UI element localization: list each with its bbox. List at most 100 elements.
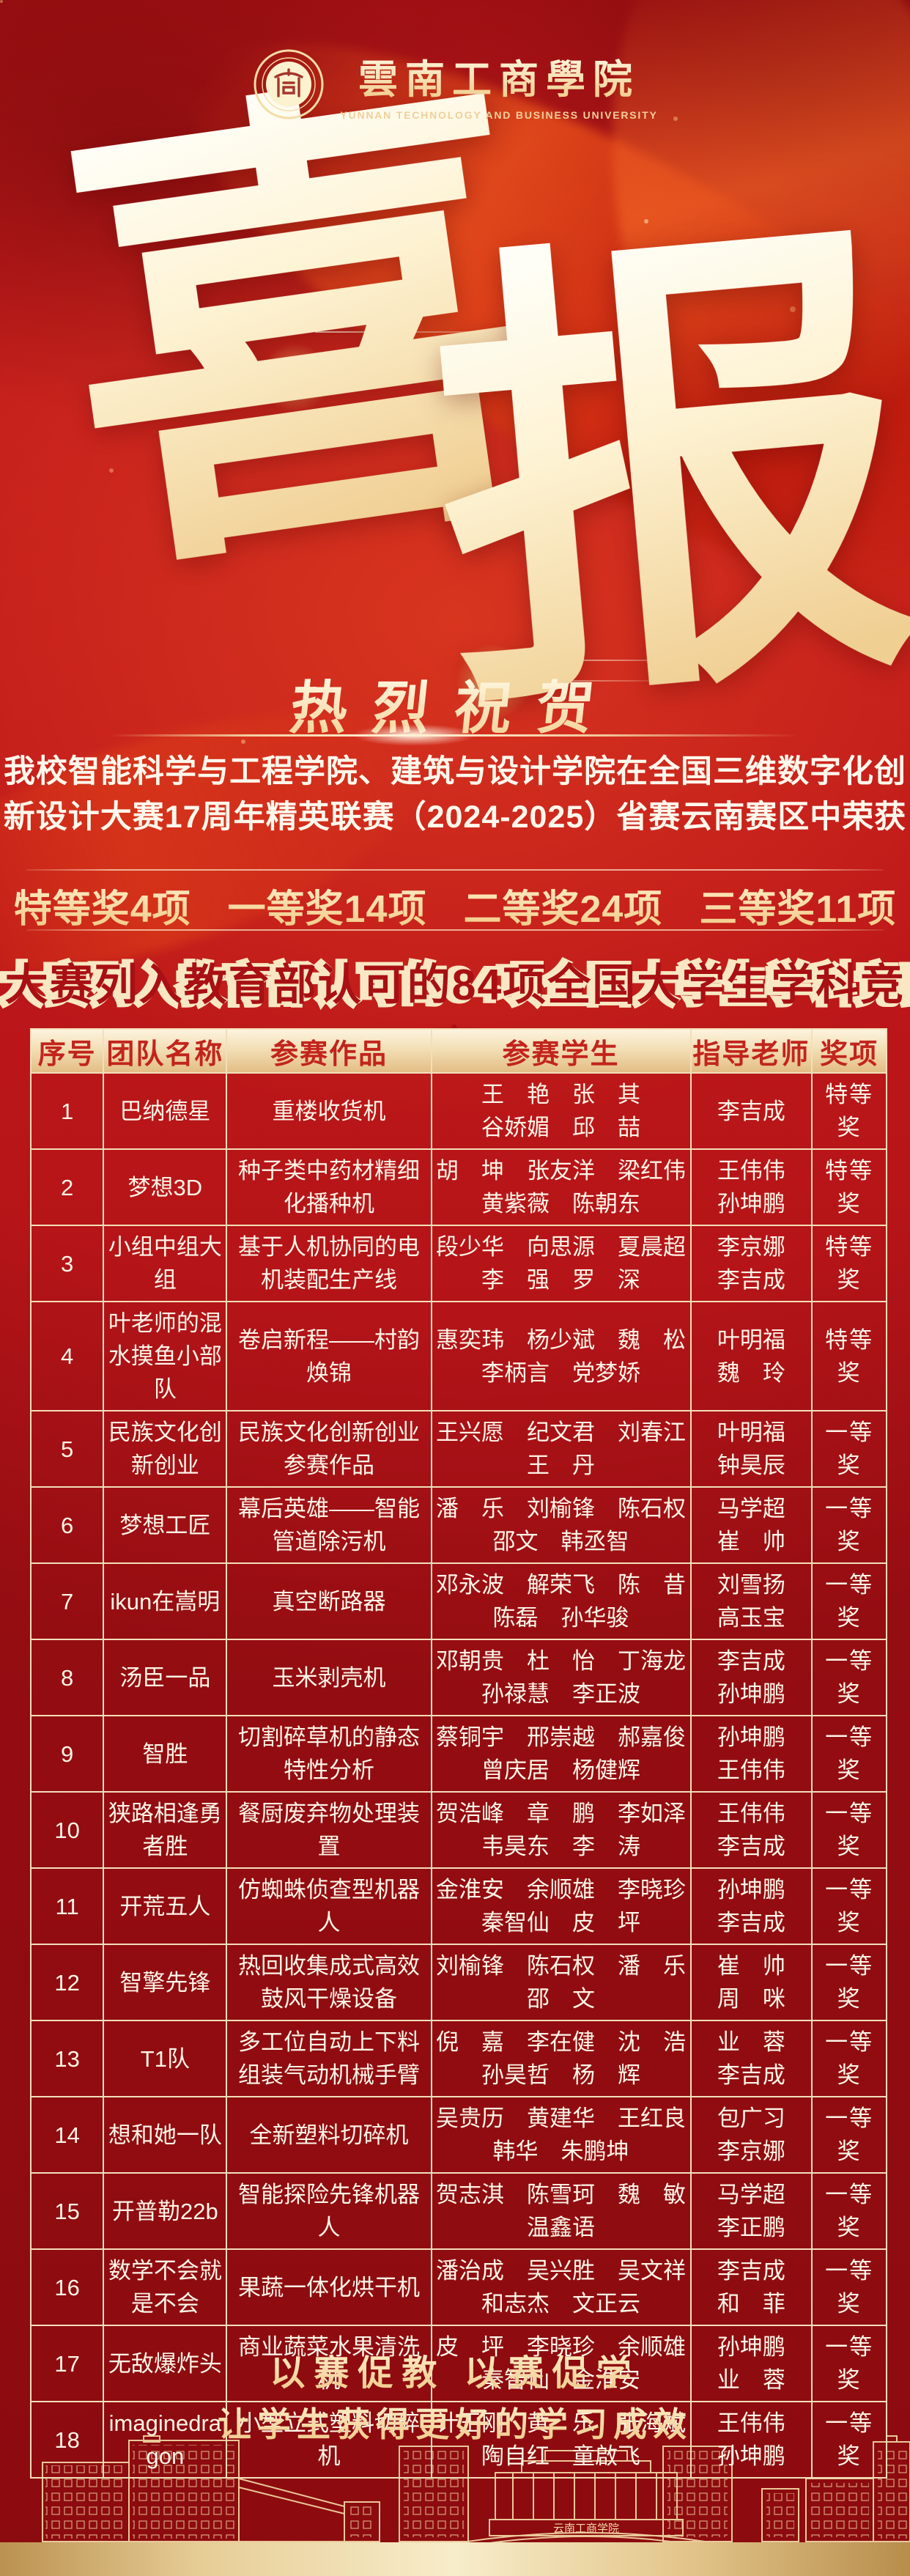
team-name: 小组中组大组 xyxy=(103,1225,228,1302)
award-level: 特等奖 xyxy=(811,1301,887,1411)
university-logo-icon xyxy=(254,49,324,119)
table-row: 8 汤臣一品 玉米剥壳机 邓朝贵 杜 怡 丁海龙 孙禄慧 李正波 李吉成 孙坤鹏 一等奖 xyxy=(29,1639,887,1716)
table-row: 15 开普勒22b 智能探险先锋机器人 贺志淇 陈雪珂 魏 敏温鑫语 马学超 李正鹏 一等奖 xyxy=(29,2172,887,2250)
team-name: ikun在嵩明 xyxy=(103,1562,228,1640)
award-level: 一等奖 xyxy=(811,1562,887,1640)
row-number: 5 xyxy=(29,1410,105,1488)
teachers-list: 马学超 李正鹏 xyxy=(689,2172,813,2250)
students-list: 邓永波 解荣飞 陈 昔陈磊 孙华骏 xyxy=(430,1562,692,1640)
row-number: 7 xyxy=(29,1562,105,1640)
row-number: 13 xyxy=(29,2020,105,2097)
col-header-students: 参赛学生 xyxy=(430,1028,692,1074)
hairline-bottom xyxy=(26,929,884,931)
work-title: 切割碎草机的静态特性分析 xyxy=(226,1715,432,1793)
students-list: 金淮安 余顺雄 李晓珍 秦智仙 皮 坪 xyxy=(430,1867,692,1945)
table-row: 1 巴纳德星 重楼收货机王 艳 张 其谷娇媚 邱 喆李吉成 特等奖 xyxy=(29,1072,887,1150)
students-list: 潘 乐 刘榆锋 陈石权 邵文 韩丞智 xyxy=(430,1486,692,1564)
gold-particles xyxy=(0,0,3,3)
work-title: 小型立式塑料切碎机 xyxy=(226,2401,432,2479)
work-title: 玉米剥壳机 xyxy=(226,1639,432,1716)
row-number: 4 xyxy=(29,1301,105,1411)
students-list: 王兴愿 纪文君 刘春江王 丹 xyxy=(430,1410,692,1488)
awards-summary: 特等奖4项 一等奖14项 二等奖24项 三等奖11项 xyxy=(0,878,910,933)
table-header-row: 序号 团队名称 参赛作品 参赛学生 指导老师 奖项 xyxy=(29,1028,887,1074)
students-list: 邓朝贵 杜 怡 丁海龙 孙禄慧 李正波 xyxy=(430,1639,692,1716)
row-number: 2 xyxy=(29,1148,105,1226)
hero-calligraphy-bao: 报 xyxy=(413,171,910,770)
campus-gate-sign: 云南工商学院 xyxy=(553,2522,619,2535)
results-table: 序号 团队名称 参赛作品 参赛学生 指导老师 奖项 1 巴纳德星 重楼收货机王 艳 … xyxy=(29,1028,887,2479)
team-name: T1队 xyxy=(103,2020,228,2097)
divider-line xyxy=(110,734,799,737)
team-name: 开荒五人 xyxy=(103,1867,228,1945)
results-table-head: 序号 团队名称 参赛作品 参赛学生 指导老师 奖项 xyxy=(29,1028,887,1074)
teachers-list: 李吉成 孙坤鹏 xyxy=(689,1639,813,1716)
intro-paragraph: 我校智能科学与工程学院、建筑与设计学院在全国三维数字化创 新设计大赛17周年精英… xyxy=(0,749,910,840)
award-level: 一等奖 xyxy=(811,2325,887,2402)
work-title: 基于人机协同的电机装配生产线 xyxy=(226,1225,432,1302)
table-row: 17无敌爆炸头商业蔬菜水果清洗机皮 坪 李晓珍 余顺雄秦智仙 金淮安孙坤鹏业 蓉… xyxy=(29,2325,887,2402)
award-count-first: 一等奖14项 xyxy=(228,878,427,933)
work-title: 商业蔬菜水果清洗机 xyxy=(226,2325,432,2402)
award-level: 一等奖 xyxy=(811,1944,887,2021)
students-list: 胡 坤 张友洋 梁红伟 黄紫薇 陈朝东 xyxy=(430,1148,692,1226)
award-level: 一等奖 xyxy=(811,1867,887,1945)
row-number: 6 xyxy=(29,1486,105,1564)
university-name: 雲南工商學院 xyxy=(358,47,640,105)
table-row: 10 狭路相逢勇者胜 餐厨废弃物处理装置 贺浩峰 章 鹏 李如泽 韦昊东 李 涛王伟伟李… xyxy=(29,1791,887,1869)
row-number: 17 xyxy=(29,2325,105,2402)
students-list: 贺浩峰 章 鹏 李如泽 韦昊东 李 涛 xyxy=(430,1791,692,1869)
col-header-award: 奖项 xyxy=(811,1028,887,1074)
table-row: 11 开荒五人 仿蜘蛛侦查型机器人 金淮安 余顺雄 李晓珍 秦智仙 皮 坪孙坤鹏 李吉成一… xyxy=(29,1867,887,1945)
work-title: 餐厨废弃物处理装置 xyxy=(226,1791,432,1869)
work-title: 仿蜘蛛侦查型机器人 xyxy=(226,1867,432,1945)
col-header-teachers: 指导老师 xyxy=(689,1028,813,1074)
students-list: 倪 嘉 李在健 沈 浩孙昊哲 杨 辉 xyxy=(430,2020,692,2097)
students-list: 皮 坪 李晓珍 余顺雄秦智仙 金淮安 xyxy=(430,2325,692,2402)
award-level: 一等奖 xyxy=(811,1639,887,1716)
award-level: 一等奖 xyxy=(811,2020,887,2097)
team-name: 开普勒22b xyxy=(103,2172,228,2250)
work-title: 智能探险先锋机器人 xyxy=(226,2172,432,2250)
team-name: 想和她一队 xyxy=(103,2096,228,2174)
award-level: 一等奖 xyxy=(811,1715,887,1793)
hairline-top xyxy=(26,869,884,871)
award-level: 一等奖 xyxy=(811,2401,887,2479)
teachers-list: 孙坤鹏 王伟伟 xyxy=(689,1715,813,1793)
row-number: 14 xyxy=(29,2096,105,2174)
work-title: 卷启新程——村韵焕锦 xyxy=(226,1301,432,1411)
students-list: 贺志淇 陈雪珂 魏 敏温鑫语 xyxy=(430,2172,692,2250)
team-name: 数学不会就是不会 xyxy=(103,2248,228,2326)
slogan-line-1: 以赛促教 以赛促学 xyxy=(270,2354,640,2393)
table-row: 7 ikun在嵩明 真空断路器 邓永波 解荣飞 陈 昔陈磊 孙华骏 刘雪扬 高玉宝 一等奖 xyxy=(29,1562,887,1640)
award-level: 一等奖 xyxy=(811,1486,887,1564)
students-list: 吴贵历 黄建华 王红良 韩华 朱鹏坤 xyxy=(430,2096,692,2174)
work-title: 全新塑料切碎机 xyxy=(226,2096,432,2174)
teachers-list: 刘雪扬 高玉宝 xyxy=(689,1562,813,1640)
table-row: 4 叶老师的混水摸鱼小部队 卷启新程——村韵焕锦 惠奕玮 杨少斌 魏 松李柄言 党梦娇… xyxy=(29,1301,887,1411)
work-title: 热回收集成式高效鼓风干燥设备 xyxy=(226,1944,432,2021)
team-name: imaginedragon xyxy=(103,2401,228,2479)
teachers-list: 叶明福 钟昊辰 xyxy=(689,1410,813,1488)
row-number: 9 xyxy=(29,1715,105,1793)
team-name: 梦想3D xyxy=(103,1148,228,1226)
teachers-list: 王伟伟 李吉成 xyxy=(689,1791,813,1869)
teachers-list: 业 蓉李吉成 xyxy=(689,2020,813,2097)
students-list: 蔡铜宇 邢崇越 郝嘉俊 曾庆居 杨健辉 xyxy=(430,1715,692,1793)
row-number: 8 xyxy=(29,1639,105,1716)
results-table-body: 1 巴纳德星 重楼收货机王 艳 张 其谷娇媚 邱 喆李吉成 特等奖 2 梦想3D 种子类中药… xyxy=(29,1072,887,2479)
intro-line-2: 新设计大赛17周年精英联赛（2024-2025）省赛云南赛区中荣获 xyxy=(3,800,907,835)
students-list: 段少华 向思源 夏晨超李 强 罗 深 xyxy=(430,1225,692,1302)
university-name-block: 雲南工商學院 YUNNAN TECHNOLOGY AND BUSINESS UN… xyxy=(340,47,657,121)
row-number: 18 xyxy=(29,2401,105,2479)
team-name: 狭路相逢勇者胜 xyxy=(103,1791,228,1869)
work-title: 重楼收货机 xyxy=(226,1072,432,1150)
table-row: 14 想和她一队 全新塑料切碎机 吴贵历 黄建华 王红良 韩华 朱鹏坤 包广习 李京娜 一等奖 xyxy=(29,2096,887,2174)
row-number: 11 xyxy=(29,1867,105,1945)
award-level: 一等奖 xyxy=(811,1410,887,1488)
students-list: 刘榆锋 陈石权 潘 乐邵 文 xyxy=(430,1944,692,2021)
award-level: 特等奖 xyxy=(811,1148,887,1226)
work-title: 果蔬一体化烘干机 xyxy=(226,2248,432,2326)
university-name-en: YUNNAN TECHNOLOGY AND BUSINESS UNIVERSIT… xyxy=(340,109,658,121)
